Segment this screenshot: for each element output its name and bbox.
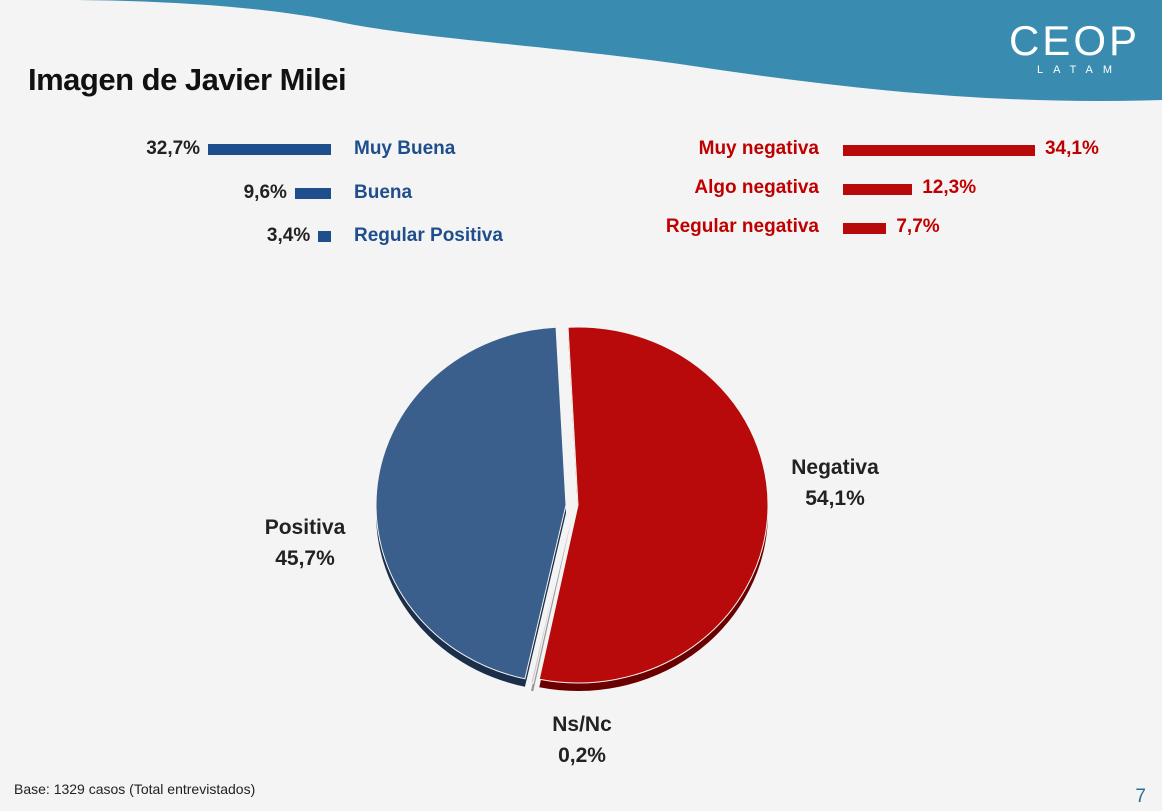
pie-label-negativa: Negativa 54,1% <box>791 456 879 510</box>
bar-category-label: Buena <box>354 182 413 203</box>
bar-2 <box>843 223 887 234</box>
pie-slice-positiva <box>375 326 567 680</box>
page-number: 7 <box>1135 786 1146 807</box>
header-banner <box>60 0 1162 101</box>
base-note: Base: 1329 casos (Total entrevistados) <box>14 781 256 797</box>
bar-value-label: 12,3% <box>922 177 977 198</box>
bar-category-label: Regular Positiva <box>354 225 503 246</box>
bar-value-label: 34,1% <box>1044 138 1099 159</box>
bar-2 <box>318 231 331 242</box>
bar-0 <box>843 145 1035 156</box>
bar-value-label: 32,7% <box>146 138 201 159</box>
page-title: Imagen de Javier Milei <box>28 62 347 97</box>
bar-1 <box>294 188 331 199</box>
pie-slice-negativa <box>538 326 769 684</box>
pie-label-positiva: Positiva 45,7% <box>264 516 346 570</box>
bar-value-label: 3,4% <box>266 225 311 246</box>
pie-label-nsnc: Ns/Nc 0,2% <box>552 713 612 767</box>
bar-0 <box>208 144 331 155</box>
bar-1 <box>843 184 913 195</box>
bar-category-label: Regular negativa <box>665 216 819 237</box>
pie-slice-nsnc <box>530 508 573 684</box>
bar-category-label: Muy Buena <box>354 138 456 159</box>
bar-category-label: Muy negativa <box>698 138 819 159</box>
ceop-logo: CEOP LATAM <box>1008 17 1140 77</box>
bar-value-label: 7,7% <box>896 216 940 237</box>
bar-value-label: 9,6% <box>243 182 287 203</box>
bar-category-label: Algo negativa <box>694 177 819 198</box>
